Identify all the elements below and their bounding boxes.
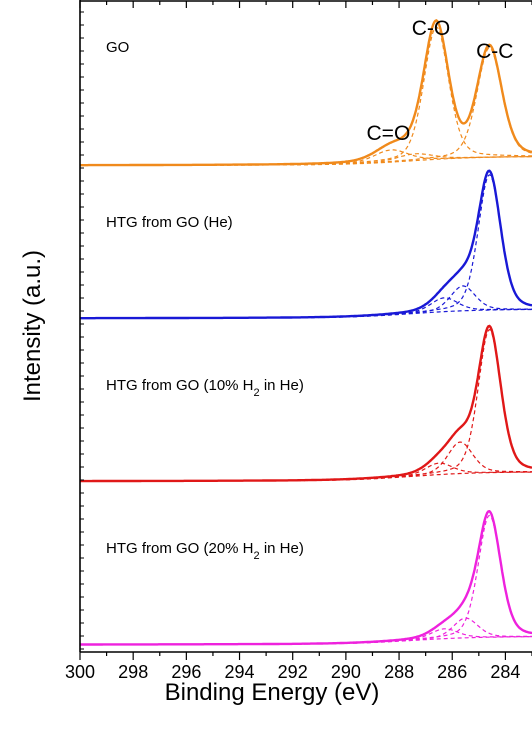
panel-labels: GO C=O C-O C-C HTG from GO (He) HTG from GO (… [106, 17, 513, 562]
peak-label-co: C=O [367, 122, 411, 145]
spectrum-line-0 [80, 19, 532, 167]
plot-frame [79, 0, 532, 653]
spectrum-panel-0 [80, 19, 532, 167]
spectrum-line-3 [80, 510, 532, 646]
spectrum-line-2 [80, 324, 532, 483]
fit-component-2-2 [80, 328, 532, 482]
spectra-panels [80, 19, 532, 646]
y-axis-ticks [80, 11, 84, 650]
x-tick-label-288: 288 [384, 662, 414, 682]
x-tick-label-296: 296 [171, 662, 201, 682]
fit-component-1-0 [80, 297, 532, 319]
x-tick-label-298: 298 [118, 662, 148, 682]
fit-component-0-3 [80, 47, 532, 166]
x-tick-label-284: 284 [490, 662, 520, 682]
panel-label-3: HTG from GO (20% H2 in He) [106, 540, 304, 562]
spectrum-panel-3 [80, 510, 532, 646]
fit-component-3-0 [80, 628, 532, 646]
spectrum-panel-2 [80, 324, 532, 483]
fit-component-0-2 [80, 26, 532, 166]
x-axis-label: Binding Energy (eV) [165, 679, 380, 706]
panel-label-2: HTG from GO (10% H2 in He) [106, 377, 304, 399]
fit-component-2-0 [80, 462, 532, 482]
spectrum-line-1 [80, 169, 532, 320]
fit-component-1-2 [80, 174, 532, 319]
fit-component-3-2 [80, 514, 532, 646]
spectrum-panel-1 [80, 169, 532, 320]
peak-label-cc: C-C [476, 40, 513, 63]
fit-component-2-1 [80, 441, 532, 482]
x-tick-label-286: 286 [437, 662, 467, 682]
x-tick-label-290: 290 [331, 662, 361, 682]
x-tick-label-294: 294 [224, 662, 254, 682]
fit-component-3-1 [80, 617, 532, 646]
panel-label-0: GO [106, 39, 129, 56]
x-tick-label-300: 300 [65, 662, 95, 682]
fit-component-1-1 [80, 285, 532, 319]
y-axis-label: Intensity (a.u.) [19, 250, 46, 402]
panel-label-1: HTG from GO (He) [106, 214, 233, 231]
peak-label-co: C-O [412, 17, 451, 40]
x-axis-ticks: 300 298 296 294 292 290 288 286 284 [65, 1, 532, 682]
x-tick-label-292: 292 [278, 662, 308, 682]
